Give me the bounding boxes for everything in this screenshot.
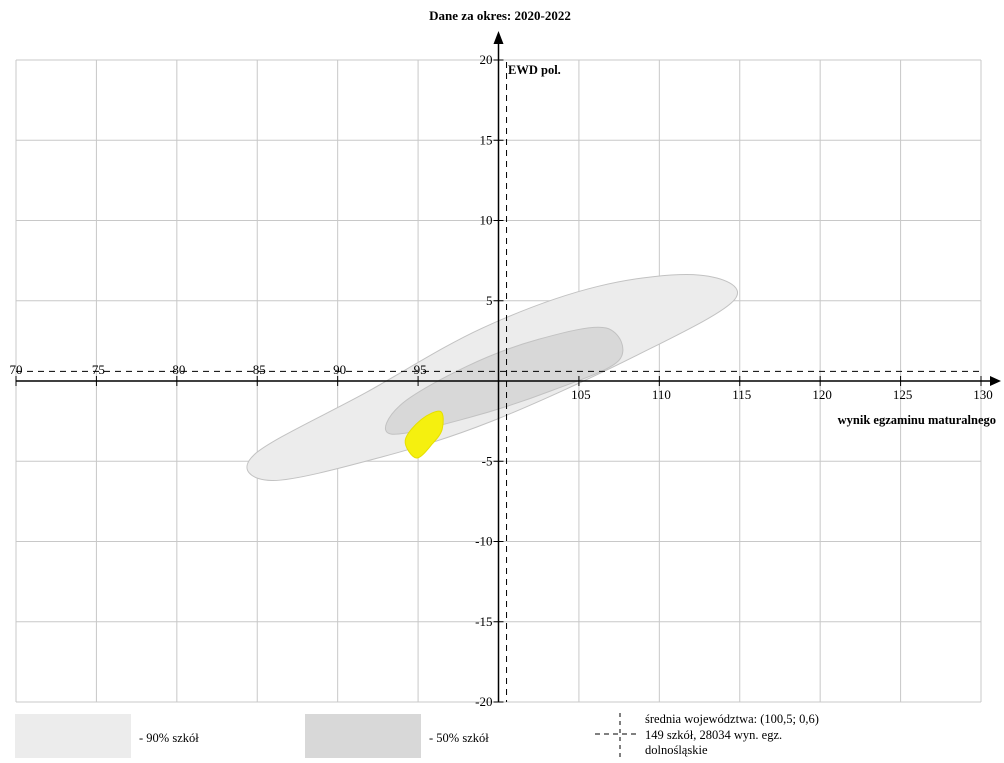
- y-axis-arrow-icon: [493, 31, 504, 44]
- y-tick-label: 15: [480, 132, 493, 147]
- legend-average-symbol: [595, 713, 640, 757]
- x-axis-arrow-icon: [990, 376, 1001, 386]
- y-axis-label: EWD pol.: [508, 63, 561, 77]
- x-tick-label: 125: [893, 387, 913, 402]
- region-school-highlight: [404, 410, 444, 459]
- legend-average-line2: 149 szkół, 28034 wyn. egz.: [645, 728, 782, 742]
- legend-swatch-50: [305, 714, 421, 758]
- x-tick-label: 105: [571, 387, 591, 402]
- y-tick-label: 5: [486, 293, 493, 308]
- x-tick-label: 130: [973, 387, 993, 402]
- y-tick-label: 20: [480, 52, 493, 67]
- legend-swatch-90: [15, 714, 131, 758]
- y-tick-label: -10: [475, 534, 492, 549]
- legend-average-line1: średnia województwa: (100,5; 0,6): [645, 712, 819, 726]
- x-tick-label: 120: [812, 387, 832, 402]
- x-tick-label: 85: [253, 362, 266, 377]
- legend-label-50: - 50% szkół: [429, 731, 489, 745]
- y-tick-label: -15: [475, 614, 492, 629]
- axes: [16, 31, 1001, 702]
- x-tick-label: 95: [414, 362, 427, 377]
- x-tick-label: 110: [652, 387, 671, 402]
- x-tick-label: 75: [92, 362, 105, 377]
- legend-label-90: - 90% szkół: [139, 731, 199, 745]
- x-tick-label: 90: [333, 362, 346, 377]
- y-tick-label: 10: [480, 213, 493, 228]
- x-axis-label: wynik egzaminu maturalnego: [838, 413, 996, 427]
- y-tick-label: -5: [482, 453, 493, 468]
- legend-average-line3: dolnośląskie: [645, 743, 708, 757]
- x-tick-label: 115: [732, 387, 751, 402]
- reference-lines: [16, 62, 981, 702]
- legend: - 90% szkół - 50% szkół średnia wojewódz…: [15, 712, 819, 758]
- chart-title: Dane za okres: 2020-2022: [429, 8, 571, 23]
- x-tick-label: 80: [172, 362, 185, 377]
- x-tick-label: 70: [10, 362, 23, 377]
- y-tick-label: -20: [475, 694, 492, 709]
